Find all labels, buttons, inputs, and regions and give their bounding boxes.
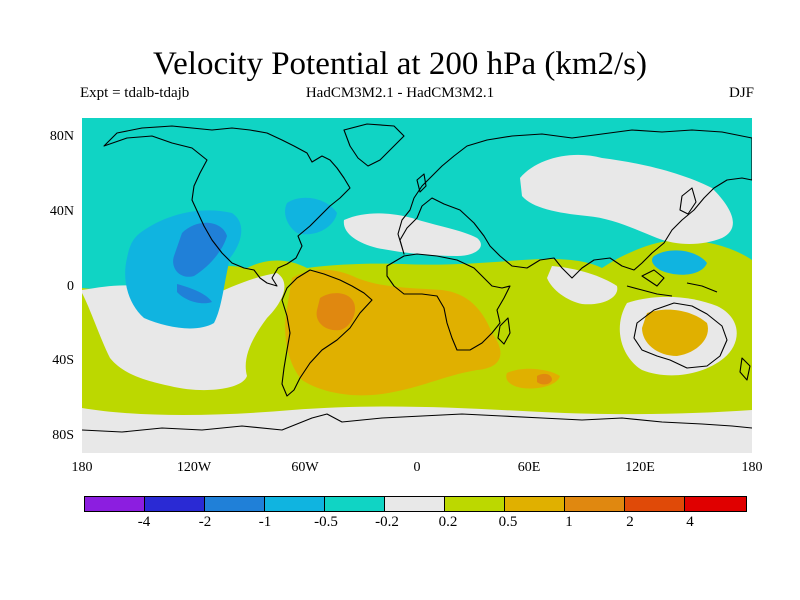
region-maritime-blue	[652, 250, 707, 275]
coast-greenland	[343, 123, 405, 167]
colorbar-swatch	[685, 497, 746, 511]
lat-label-40n: 40N	[49, 204, 74, 219]
coast-south-america	[281, 269, 373, 397]
region-brazil-core	[316, 293, 356, 331]
coast-antarctica	[82, 413, 752, 433]
colorbar	[84, 496, 747, 512]
region-western-atlantic-blue	[285, 197, 337, 235]
region-east-pacific-core	[173, 222, 227, 304]
lon-label-0: 0	[413, 460, 421, 475]
lon-label-180e: 180	[741, 460, 763, 475]
coastlines	[82, 123, 752, 433]
lat-label-80n: 80N	[49, 129, 74, 144]
lat-label-40s: 40S	[52, 353, 74, 368]
region-australia-yellow	[642, 309, 708, 356]
colorbar-label: 0.2	[438, 514, 458, 530]
map-panel	[82, 118, 752, 453]
season-label: DJF	[728, 85, 754, 101]
colorbar-swatch	[505, 497, 565, 511]
colorbar-label: -0.5	[314, 514, 338, 530]
lon-label-60e: 60E	[517, 460, 541, 475]
experiment-label: Expt = tdalb-tdajb	[80, 85, 190, 101]
colorbar-swatch	[385, 497, 445, 511]
colorbar-swatch	[325, 497, 385, 511]
coast-new-zealand	[739, 357, 751, 381]
lon-label-60w: 60W	[291, 460, 319, 475]
colorbar-label: 4	[686, 514, 694, 530]
region-south-indian-core	[537, 373, 552, 385]
coast-africa-eurasia	[386, 129, 752, 351]
colorbar-swatch	[445, 497, 505, 511]
coast-madagascar	[497, 317, 511, 345]
region-indian-ocean-white	[547, 266, 618, 305]
colorbar-swatch	[85, 497, 145, 511]
coast-australia	[633, 302, 728, 369]
colorbar-label: -0.2	[375, 514, 399, 530]
colorbar-swatch	[205, 497, 265, 511]
coast-indonesia	[626, 269, 718, 297]
model-label: HadCM3M2.1 - HadCM3M2.1	[305, 85, 495, 101]
colorbar-label: -4	[137, 514, 151, 530]
lon-label-120w: 120W	[176, 460, 212, 475]
map-svg	[82, 118, 752, 453]
colorbar-label: 2	[626, 514, 634, 530]
colorbar-label: 1	[565, 514, 573, 530]
colorbar-swatch	[625, 497, 685, 511]
colorbar-label: -2	[198, 514, 212, 530]
lon-label-120e: 120E	[625, 460, 655, 475]
region-southern-ocean-white	[82, 406, 752, 453]
plot-title: Velocity Potential at 200 hPa (km2/s)	[152, 46, 648, 82]
colorbar-swatch	[265, 497, 325, 511]
region-atlantic-europe-white	[343, 213, 481, 256]
colorbar-swatch	[145, 497, 205, 511]
colorbar-label: 0.5	[498, 514, 518, 530]
coast-britain	[416, 173, 427, 193]
lat-label-0: 0	[67, 279, 74, 294]
lat-label-80s: 80S	[52, 428, 74, 443]
colorbar-swatch	[565, 497, 625, 511]
lon-label-180w: 180	[71, 460, 93, 475]
coast-japan	[679, 187, 697, 215]
coast-north-america	[103, 125, 351, 287]
colorbar-label: -1	[258, 514, 272, 530]
